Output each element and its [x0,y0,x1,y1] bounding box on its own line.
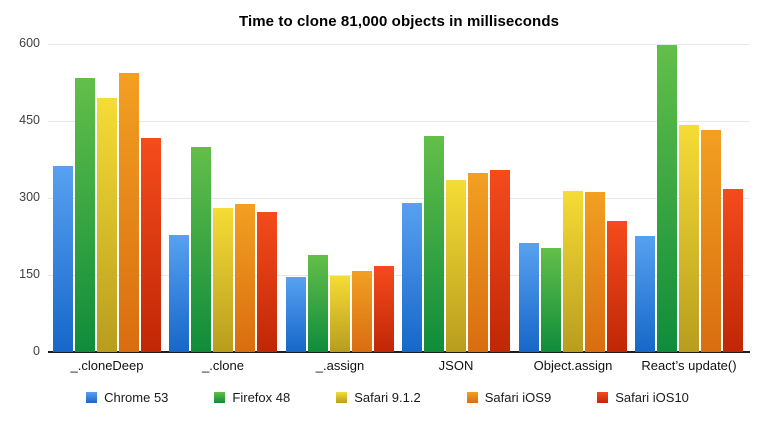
bar-group-2 [169,44,277,352]
bar-chrome-53 [519,243,539,352]
bar-chrome-53 [286,277,306,352]
legend-swatch-icon [214,392,226,403]
bar-group-1 [53,44,161,352]
legend-label: Safari 9.1.2 [354,390,421,405]
y-tick-label: 150 [19,267,40,281]
bar-safari-ios10 [607,221,627,352]
gridline [48,198,750,199]
gridline [48,275,750,276]
legend-swatch-icon [597,392,609,403]
bar-group-3 [286,44,394,352]
legend-swatch-icon [86,392,98,403]
legend-label: Firefox 48 [232,390,291,405]
gridline [48,121,750,122]
legend-label: Chrome 53 [104,390,169,405]
bar-safari-ios10 [723,189,743,352]
x-axis-label: JSON [438,358,474,373]
bar-chrome-53 [53,166,73,352]
legend-item-safari-ios9: Safari iOS9 [466,390,552,405]
legend-label: Safari iOS10 [615,390,689,405]
bar-group-5 [519,44,627,352]
bar-firefox-48 [657,45,677,352]
bar-safari-9-1-2 [679,125,699,352]
x-axis-label: Object.assign [533,358,613,373]
legend-item-firefox-48: Firefox 48 [214,390,290,405]
bar-safari-9-1-2 [213,208,233,352]
bar-firefox-48 [541,248,561,352]
chart-title: Time to clone 81,000 objects in millisec… [238,13,560,30]
bar-safari-ios10 [490,170,510,352]
legend-item-safari-9-1-2: Safari 9.1.2 [336,390,421,405]
bar-safari-9-1-2 [97,98,117,352]
x-axis-label: React’s update() [641,358,737,373]
bar-firefox-48 [308,255,328,352]
bar-safari-ios9 [119,73,139,352]
bar-safari-9-1-2 [446,180,466,352]
y-tick-label: 0 [33,344,40,358]
y-tick-label: 450 [19,113,40,127]
legend-swatch-icon [466,392,478,403]
bar-chrome-53 [169,235,189,352]
bar-group-6 [635,44,743,352]
legend-label: Safari iOS9 [484,390,552,405]
bar-safari-9-1-2 [330,276,350,352]
y-tick-label: 300 [19,190,40,204]
y-tick-label: 600 [19,36,40,50]
bar-firefox-48 [424,136,444,352]
bar-safari-ios9 [585,192,605,352]
bar-safari-ios10 [141,138,161,352]
x-axis-label: _.cloneDeep [70,358,144,373]
bar-safari-ios9 [468,173,488,352]
x-axis-label: _.clone [202,358,244,373]
bar-chrome-53 [402,203,422,352]
bar-safari-ios9 [352,271,372,352]
bar-firefox-48 [75,78,95,352]
bar-group-4 [402,44,510,352]
x-axis-label: _.assign [315,358,365,373]
plot-area [48,44,750,353]
bar-safari-ios9 [701,130,721,352]
bar-chrome-53 [635,236,655,352]
bar-safari-9-1-2 [563,191,583,352]
legend-item-chrome-53: Chrome 53 [86,390,168,405]
bar-firefox-48 [191,147,211,352]
legend-item-safari-ios10: Safari iOS10 [597,390,689,405]
legend-swatch-icon [336,392,348,403]
bar-safari-ios9 [235,204,255,352]
bar-safari-ios10 [374,266,394,352]
gridline [48,44,750,45]
legend: Chrome 53 Firefox 48 Safari 9.1.2 Safari iO… [0,390,775,405]
x-axis-line [48,351,750,353]
bar-safari-ios10 [257,212,277,352]
